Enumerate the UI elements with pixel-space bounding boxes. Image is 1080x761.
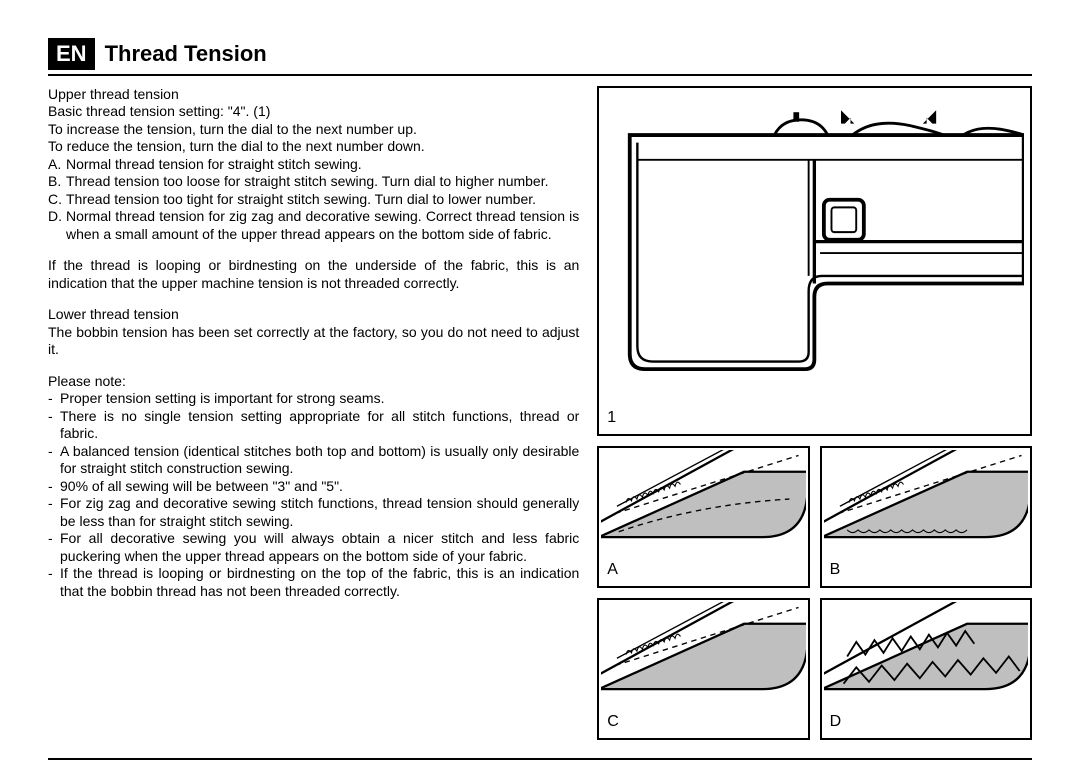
lower-body: The bobbin tension has been set correctl… — [48, 324, 579, 359]
note-list: -Proper tension setting is important for… — [48, 390, 579, 600]
note-text: A balanced tension (identical stitches b… — [60, 443, 579, 478]
figure-d-panel: D — [820, 598, 1032, 740]
upper-heading: Upper thread tension — [48, 86, 579, 104]
stitch-diagram-c — [601, 602, 805, 720]
abc-item: C.Thread tension too tight for straight … — [48, 191, 579, 209]
note-item: -Proper tension setting is important for… — [48, 390, 579, 408]
note-text: If the thread is looping or birdnesting … — [60, 565, 579, 600]
section-header: EN Thread Tension — [48, 38, 1032, 76]
note-item: -For all decorative sewing you will alwa… — [48, 530, 579, 565]
stitch-diagram-d — [824, 602, 1028, 720]
note-heading: Please note: — [48, 373, 579, 391]
abc-marker: C. — [48, 191, 66, 209]
note-text: For zig zag and decorative sewing stitch… — [60, 495, 579, 530]
figure-1-panel: 1 — [597, 86, 1032, 436]
stitch-diagram-a — [601, 450, 805, 568]
content-columns: Upper thread tension Basic thread tensio… — [48, 86, 1032, 740]
tension-arrow-icon — [923, 110, 936, 123]
basic-setting: Basic thread tension setting: "4". (1) — [48, 103, 579, 121]
note-item: -There is no single tension setting appr… — [48, 408, 579, 443]
figure-row-ab: A B — [597, 446, 1032, 588]
section-title: Thread Tension — [105, 40, 267, 68]
figure-b-panel: B — [820, 446, 1032, 588]
figure-label: C — [607, 712, 619, 732]
abc-marker: D. — [48, 208, 66, 243]
lower-heading: Lower thread tension — [48, 306, 579, 324]
figure-row-cd: C D — [597, 598, 1032, 740]
abc-item: B.Thread tension too loose for straight … — [48, 173, 579, 191]
figure-a-panel: A — [597, 446, 809, 588]
note-text: Proper tension setting is important for … — [60, 390, 579, 408]
note-item: -For zig zag and decorative sewing stitc… — [48, 495, 579, 530]
note-item: -If the thread is looping or birdnesting… — [48, 565, 579, 600]
page-frame: EN Thread Tension Upper thread tension B… — [48, 38, 1032, 760]
abc-item: A.Normal thread tension for straight sti… — [48, 156, 579, 174]
looping-paragraph: If the thread is looping or birdnesting … — [48, 257, 579, 292]
abc-text: Thread tension too loose for straight st… — [66, 173, 579, 191]
machine-diagram — [605, 94, 1024, 414]
abc-text: Normal thread tension for zig zag and de… — [66, 208, 579, 243]
text-column: Upper thread tension Basic thread tensio… — [48, 86, 579, 740]
figure-column: 1 — [597, 86, 1032, 740]
figure-label: D — [830, 712, 842, 732]
figure-label: 1 — [607, 408, 616, 428]
note-text: For all decorative sewing you will alway… — [60, 530, 579, 565]
tension-arrow-icon — [841, 110, 854, 123]
figure-label: B — [830, 560, 841, 580]
note-text: 90% of all sewing will be between "3" an… — [60, 478, 579, 496]
increase-line: To increase the tension, turn the dial t… — [48, 121, 579, 139]
note-item: -A balanced tension (identical stitches … — [48, 443, 579, 478]
abc-marker: B. — [48, 173, 66, 191]
note-item: -90% of all sewing will be between "3" a… — [48, 478, 579, 496]
figure-c-panel: C — [597, 598, 809, 740]
note-text: There is no single tension setting appro… — [60, 408, 579, 443]
abc-item: D.Normal thread tension for zig zag and … — [48, 208, 579, 243]
abc-marker: A. — [48, 156, 66, 174]
language-badge: EN — [48, 38, 95, 70]
abc-text: Normal thread tension for straight stitc… — [66, 156, 579, 174]
abc-list: A.Normal thread tension for straight sti… — [48, 156, 579, 244]
stitch-diagram-b — [824, 450, 1028, 568]
abc-text: Thread tension too tight for straight st… — [66, 191, 579, 209]
figure-label: A — [607, 560, 618, 580]
reduce-line: To reduce the tension, turn the dial to … — [48, 138, 579, 156]
